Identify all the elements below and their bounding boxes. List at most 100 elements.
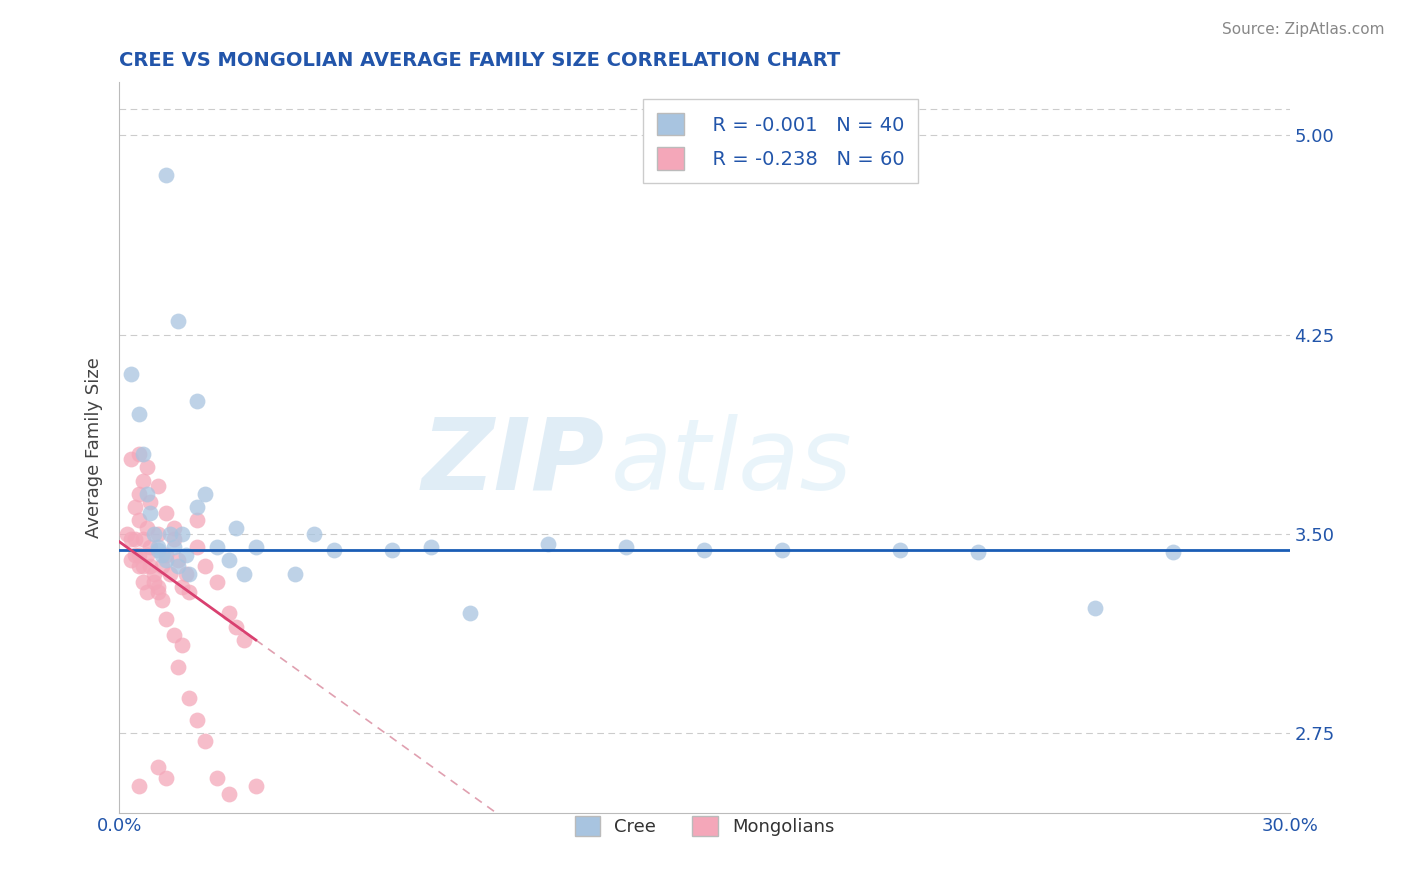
Point [205, 574, 228, 589]
Point [128, 407, 150, 421]
Point [233, 632, 256, 647]
Point [772, 542, 794, 557]
Point [284, 566, 307, 581]
Legend: Cree, Mongolians: Cree, Mongolians [568, 808, 842, 844]
Point [143, 566, 166, 581]
Point [163, 521, 186, 535]
Text: Source: ZipAtlas.com: Source: ZipAtlas.com [1222, 22, 1385, 37]
Point [124, 532, 146, 546]
Point [420, 540, 443, 554]
Point [170, 526, 193, 541]
Point [120, 452, 142, 467]
Point [233, 566, 256, 581]
Point [139, 558, 162, 573]
Point [120, 368, 142, 382]
Point [205, 540, 228, 554]
Point [966, 545, 988, 559]
Point [186, 394, 208, 409]
Point [166, 314, 188, 328]
Point [179, 585, 201, 599]
Point [128, 548, 150, 562]
Point [179, 691, 201, 706]
Point [245, 779, 267, 793]
Point [218, 787, 240, 801]
Point [135, 460, 157, 475]
Point [205, 771, 228, 785]
Text: ZIP: ZIP [422, 414, 605, 510]
Point [135, 548, 157, 562]
Point [460, 607, 482, 621]
Point [159, 526, 181, 541]
Point [139, 495, 162, 509]
Point [194, 558, 217, 573]
Point [194, 734, 217, 748]
Point [148, 760, 170, 774]
Point [155, 612, 177, 626]
Point [693, 542, 716, 557]
Point [131, 447, 153, 461]
Point [124, 548, 146, 562]
Point [322, 542, 344, 557]
Point [304, 526, 326, 541]
Point [115, 526, 138, 541]
Point [143, 526, 166, 541]
Point [163, 628, 186, 642]
Point [218, 607, 240, 621]
Text: atlas: atlas [610, 414, 852, 510]
Point [170, 638, 193, 652]
Point [131, 574, 153, 589]
Point [120, 553, 142, 567]
Point [120, 532, 142, 546]
Point [163, 532, 186, 546]
Point [135, 487, 157, 501]
Point [170, 580, 193, 594]
Point [155, 548, 177, 562]
Point [155, 169, 177, 183]
Point [889, 542, 911, 557]
Point [1161, 545, 1184, 559]
Point [616, 540, 638, 554]
Point [186, 513, 208, 527]
Point [148, 542, 170, 557]
Point [194, 487, 217, 501]
Point [139, 540, 162, 554]
Point [139, 506, 162, 520]
Point [225, 620, 247, 634]
Point [128, 487, 150, 501]
Point [381, 542, 404, 557]
Point [186, 540, 208, 554]
Point [166, 558, 188, 573]
Point [245, 540, 267, 554]
Point [131, 558, 153, 573]
Point [225, 521, 247, 535]
Point [1084, 601, 1107, 615]
Point [150, 593, 173, 607]
Point [218, 553, 240, 567]
Point [135, 521, 157, 535]
Point [131, 532, 153, 546]
Point [155, 771, 177, 785]
Point [179, 566, 201, 581]
Point [150, 558, 173, 573]
Point [148, 526, 170, 541]
Y-axis label: Average Family Size: Average Family Size [86, 357, 103, 538]
Point [131, 474, 153, 488]
Point [128, 779, 150, 793]
Point [128, 558, 150, 573]
Point [159, 566, 181, 581]
Point [143, 574, 166, 589]
Point [163, 540, 186, 554]
Point [537, 537, 560, 551]
Point [166, 659, 188, 673]
Point [124, 500, 146, 515]
Point [174, 566, 197, 581]
Point [148, 585, 170, 599]
Point [128, 513, 150, 527]
Point [155, 506, 177, 520]
Point [150, 548, 173, 562]
Point [166, 553, 188, 567]
Point [186, 500, 208, 515]
Point [135, 585, 157, 599]
Point [186, 713, 208, 727]
Point [148, 540, 170, 554]
